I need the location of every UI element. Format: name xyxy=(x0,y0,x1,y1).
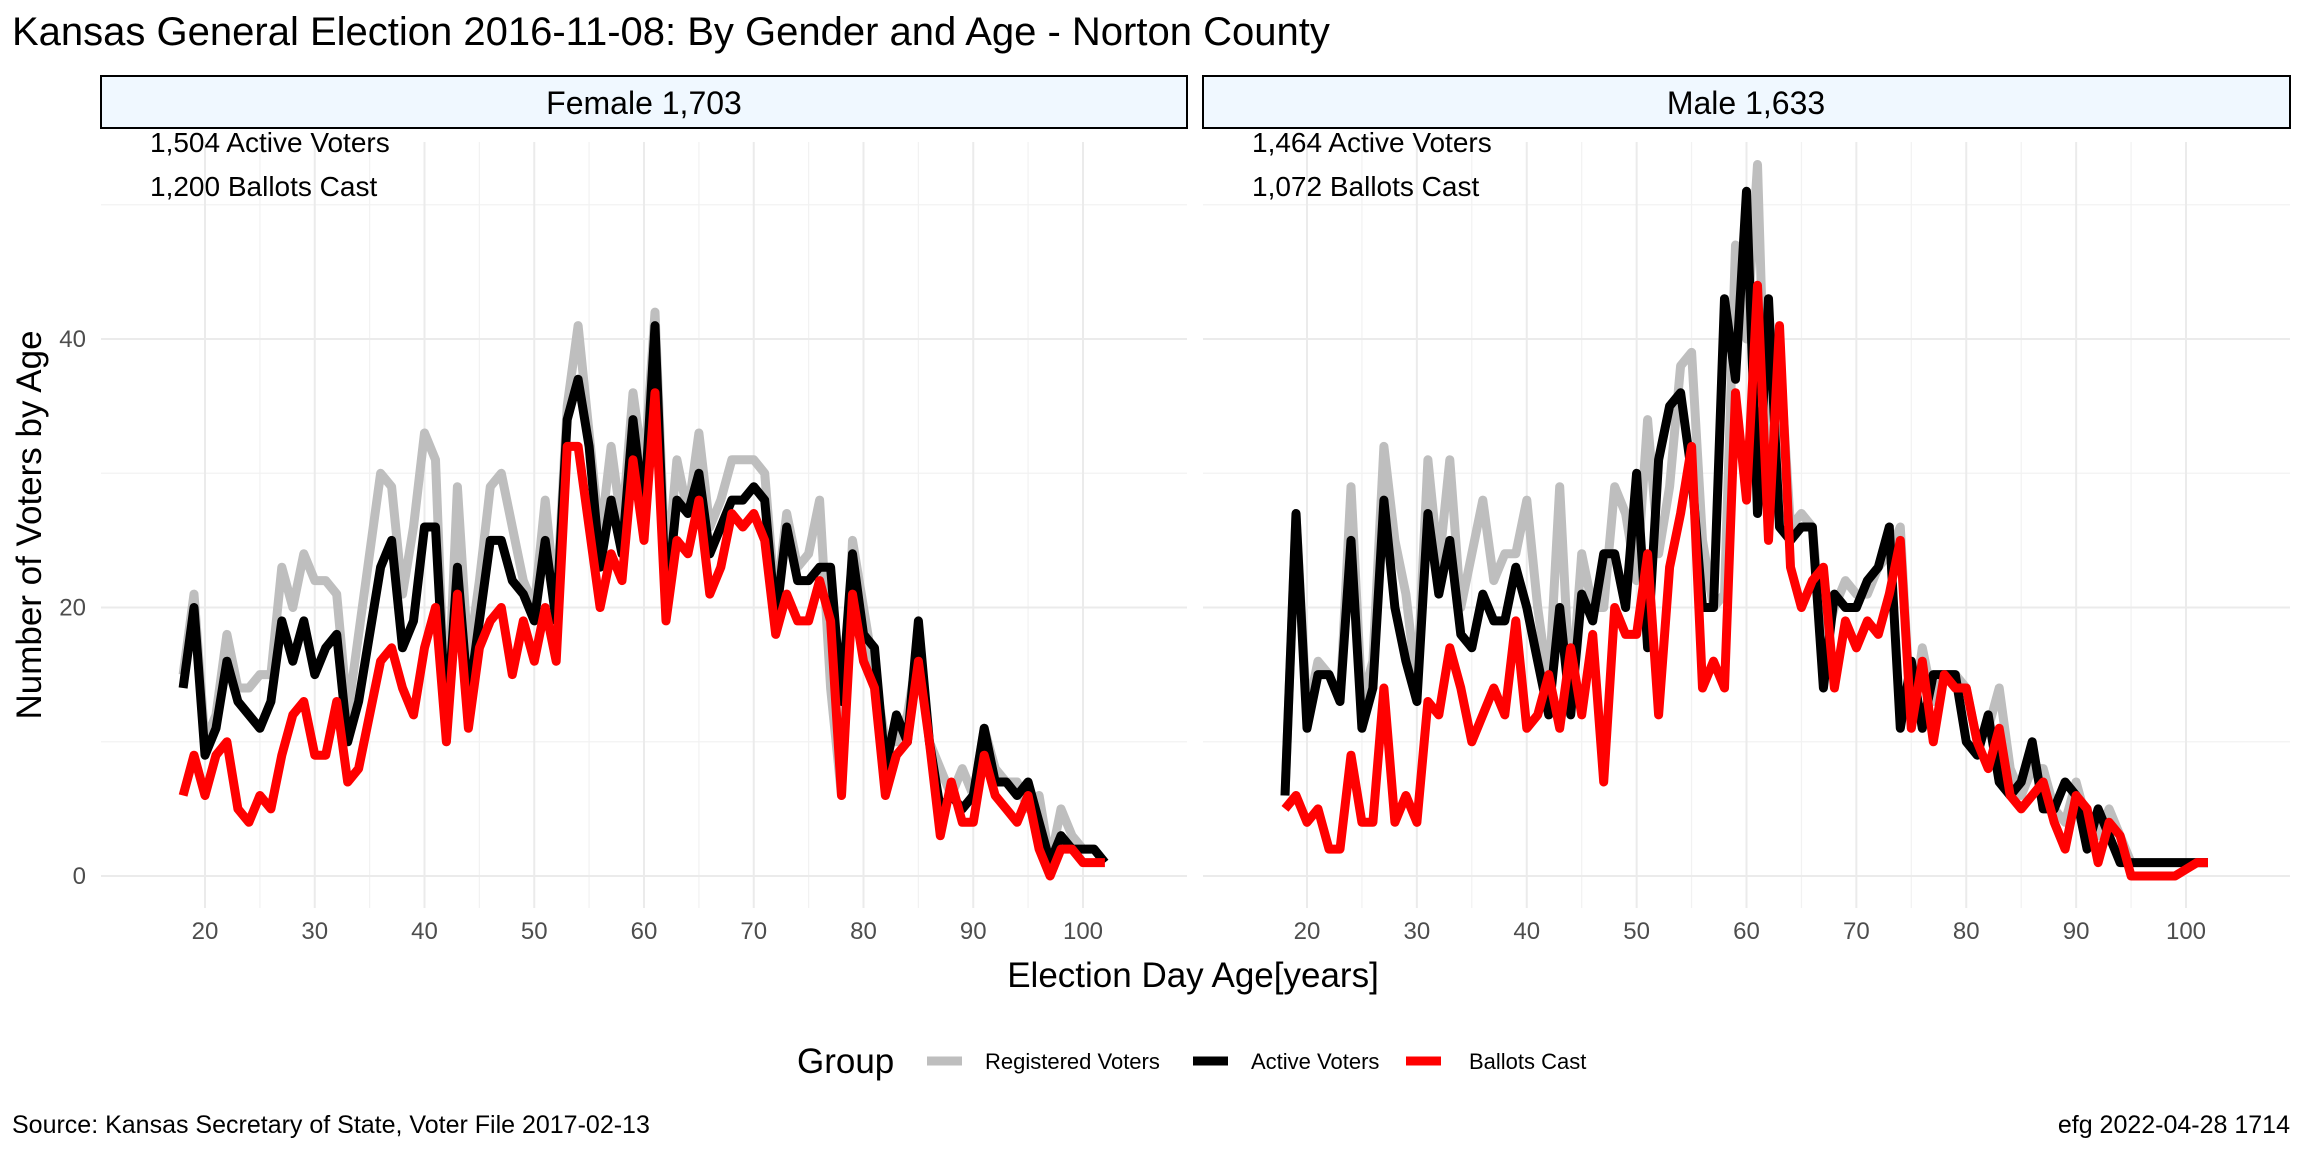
x-tick-label: 100 xyxy=(1063,918,1103,945)
chart-title: Kansas General Election 2016-11-08: By G… xyxy=(12,10,1330,54)
y-axis-label: Number of Voters by Age xyxy=(10,330,49,719)
x-tick-label: 90 xyxy=(960,918,987,945)
x-tick-label: 60 xyxy=(1733,918,1760,945)
credit-caption: efg 2022-04-28 1714 xyxy=(2058,1111,2290,1139)
x-tick-label: 100 xyxy=(2166,918,2206,945)
y-tick-label: 40 xyxy=(59,326,86,353)
panel-male-strip xyxy=(1202,75,2291,129)
panel-female: Female 1,703 1,504 Active Voters 1,200 B… xyxy=(100,75,1188,908)
x-tick-label: 20 xyxy=(192,918,219,945)
x-tick-label: 20 xyxy=(1294,918,1321,945)
x-tick-label: 80 xyxy=(1953,918,1980,945)
panel-female-active-note: 1,504 Active Voters xyxy=(150,127,390,158)
legend-label-registered: Registered Voters xyxy=(985,1049,1160,1074)
panel-female-strip-label: Female 1,703 xyxy=(546,85,742,121)
legend-label-active: Active Voters xyxy=(1251,1049,1379,1074)
x-axis-label: Election Day Age[years] xyxy=(1007,956,1379,995)
panel-female-ballots-note: 1,200 Ballots Cast xyxy=(150,171,377,202)
y-tick-labels: 0 20 40 xyxy=(59,326,86,890)
panel-female-strip xyxy=(100,75,1188,129)
x-tick-labels: 20 30 40 50 60 70 80 90 100 20 30 40 50 60 70 80 90 100 xyxy=(192,918,2206,945)
panel-male-active-note: 1,464 Active Voters xyxy=(1252,127,1492,158)
panel-male-strip-label: Male 1,633 xyxy=(1667,85,1825,121)
x-tick-label: 50 xyxy=(521,918,548,945)
x-tick-label: 40 xyxy=(1513,918,1540,945)
ballots-cast-line xyxy=(178,388,1105,881)
panel-male: Male 1,633 1,464 Active Voters 1,072 Bal… xyxy=(1202,75,2291,908)
source-caption: Source: Kansas Secretary of State, Voter… xyxy=(12,1111,650,1139)
legend-title: Group xyxy=(797,1042,894,1081)
y-tick-label: 0 xyxy=(73,863,86,890)
x-tick-label: 60 xyxy=(631,918,658,945)
legend-label-ballots: Ballots Cast xyxy=(1469,1049,1586,1074)
x-tick-label: 30 xyxy=(1404,918,1431,945)
x-tick-label: 50 xyxy=(1623,918,1650,945)
y-tick-label: 20 xyxy=(59,595,86,622)
x-tick-label: 70 xyxy=(1843,918,1870,945)
x-tick-label: 80 xyxy=(850,918,877,945)
x-tick-label: 70 xyxy=(740,918,767,945)
panel-female-lines xyxy=(178,307,1109,881)
legend: Group Registered Voters Active Voters Ba… xyxy=(797,1042,1586,1081)
ballots-cast-line xyxy=(1281,280,2208,881)
x-tick-label: 90 xyxy=(2063,918,2090,945)
x-tick-label: 30 xyxy=(301,918,328,945)
panel-male-lines xyxy=(1280,160,2208,881)
x-tick-label: 40 xyxy=(411,918,438,945)
panel-male-ballots-note: 1,072 Ballots Cast xyxy=(1252,171,1479,202)
